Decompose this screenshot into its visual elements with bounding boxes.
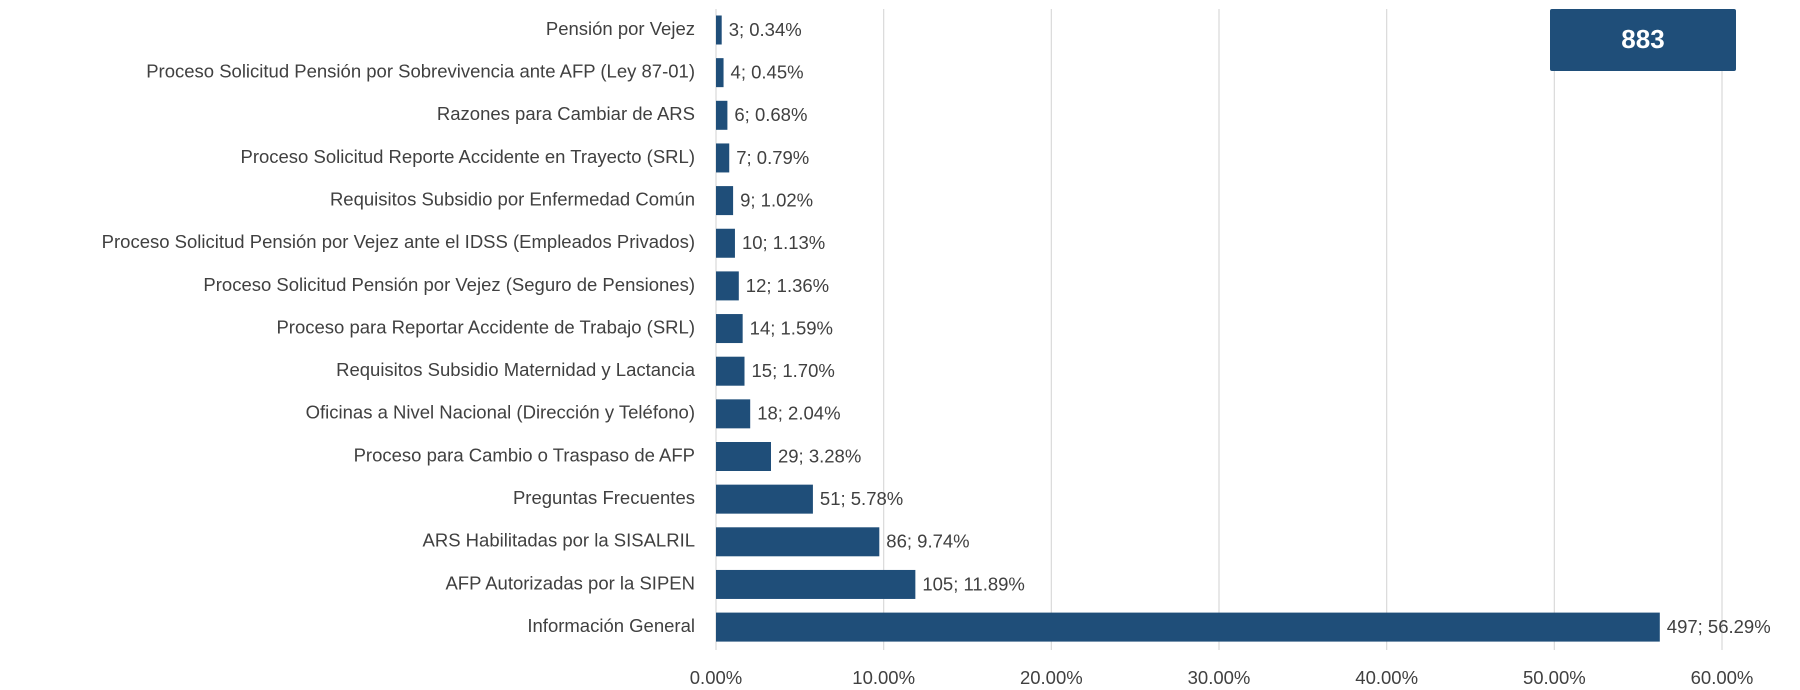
y-tick-label: Información General (527, 615, 695, 636)
bar (716, 569, 916, 599)
data-label: 51; 5.78% (820, 488, 903, 509)
bar (716, 186, 734, 216)
y-tick-label: Proceso Solicitud Pensión por Vejez ante… (102, 231, 695, 252)
bar (716, 100, 728, 130)
data-label: 86; 9.74% (886, 531, 969, 552)
y-tick-label: Preguntas Frecuentes (513, 487, 695, 508)
data-label: 105; 11.89% (922, 573, 1025, 594)
y-tick-label: Requisitos Subsidio Maternidad y Lactanc… (336, 359, 696, 380)
y-tick-label: Pensión por Vejez (546, 18, 695, 39)
data-label: 497; 56.29% (1667, 616, 1771, 637)
data-label: 18; 2.04% (757, 403, 840, 424)
bar (716, 399, 751, 429)
total-label: 883 (1621, 24, 1664, 54)
y-tick-label: Requisitos Subsidio por Enfermedad Común (330, 188, 695, 209)
data-label: 12; 1.36% (746, 275, 829, 296)
y-tick-label: AFP Autorizadas por la SIPEN (445, 572, 695, 593)
x-tick-label: 60.00% (1691, 667, 1754, 688)
bar (716, 314, 743, 344)
y-tick-label: Razones para Cambiar de ARS (437, 103, 695, 124)
bar (716, 271, 739, 301)
y-tick-label: Proceso Solicitud Reporte Accidente en T… (240, 146, 695, 167)
bar (716, 58, 724, 88)
x-tick-label: 10.00% (852, 667, 915, 688)
data-label: 14; 1.59% (750, 317, 833, 338)
data-label: 4; 0.45% (731, 62, 804, 83)
y-tick-label: Proceso para Reportar Accidente de Traba… (276, 316, 695, 337)
data-label: 9; 1.02% (740, 189, 813, 210)
bar (716, 527, 880, 557)
data-label: 7; 0.79% (736, 147, 809, 168)
bar (716, 356, 745, 386)
x-tick-label: 40.00% (1355, 667, 1418, 688)
data-label: 6; 0.68% (734, 104, 807, 125)
bar (716, 228, 735, 258)
y-tick-label: ARS Habilitadas por la SISALRIL (423, 530, 696, 551)
y-tick-label: Proceso Solicitud Pensión por Sobreviven… (146, 61, 695, 82)
total-box (1550, 9, 1736, 71)
x-tick-label: 30.00% (1188, 667, 1251, 688)
data-label: 15; 1.70% (752, 360, 835, 381)
data-label: 3; 0.34% (729, 19, 802, 40)
bar (716, 15, 722, 45)
data-label: 29; 3.28% (778, 445, 861, 466)
bar (716, 612, 1660, 642)
bar (716, 484, 813, 514)
y-tick-label: Proceso para Cambio o Traspaso de AFP (354, 444, 695, 465)
bar (716, 143, 730, 173)
x-tick-label: 50.00% (1523, 667, 1586, 688)
data-label: 10; 1.13% (742, 232, 825, 253)
y-tick-label: Proceso Solicitud Pensión por Vejez (Seg… (203, 274, 695, 295)
x-tick-label: 20.00% (1020, 667, 1083, 688)
bar (716, 442, 771, 471)
y-tick-label: Oficinas a Nivel Nacional (Dirección y T… (306, 402, 695, 423)
x-tick-label: 0.00% (690, 667, 742, 688)
